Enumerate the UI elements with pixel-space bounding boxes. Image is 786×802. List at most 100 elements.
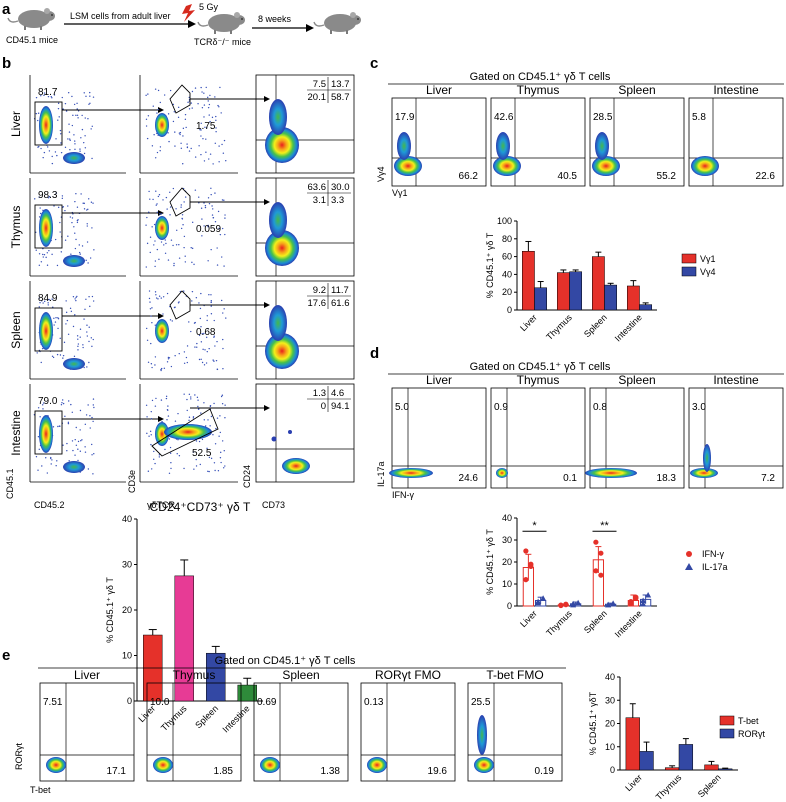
panel-d-dotplot: 0 10 20 30 40 % CD45.1⁺ γδ T Liver Thymus Spleen… (485, 513, 728, 639)
b-c1-event (74, 314, 76, 316)
b-c2-event (160, 213, 162, 215)
b-c2-event (146, 137, 149, 140)
b-c2-event (145, 327, 148, 330)
b-c2-event (161, 420, 163, 423)
flow-population-2 (595, 132, 609, 160)
panel-b-label: b (2, 55, 11, 72)
b-c2-event (151, 226, 153, 228)
b-c2-event (178, 257, 181, 259)
data-point (628, 599, 634, 605)
b-c2-event (198, 440, 201, 443)
b-c2-event (209, 120, 211, 123)
b-c2-event (207, 419, 209, 421)
b-c1-event (86, 223, 88, 225)
b-c2-event (199, 307, 202, 310)
b-c1-event (74, 298, 76, 300)
b-c1-event (62, 444, 64, 446)
b-c1-event (50, 457, 52, 460)
significance-mark: * (532, 520, 537, 532)
b-c2-event (166, 409, 169, 411)
b-c2-event (159, 146, 162, 148)
flow-q-lr: 7.2 (761, 473, 775, 484)
b-c1-event (42, 408, 44, 410)
b-c2-event (153, 244, 155, 246)
b-c2-event (178, 244, 180, 246)
legend-marker (686, 551, 692, 557)
b-c2-gate (169, 187, 191, 217)
b-c2-event (209, 94, 211, 97)
b-c1-population (39, 209, 53, 247)
flow-population-2 (496, 132, 510, 160)
b-c3-q-ul: 1.3 (313, 388, 326, 399)
b-c1-event (48, 195, 51, 198)
b-c1-event (80, 137, 82, 139)
b-c3-q-lr: 3.3 (331, 195, 344, 206)
b-c1-event (62, 108, 64, 110)
b-c1-event (75, 299, 77, 302)
b-c1-event (55, 138, 57, 140)
b-c2-event (200, 135, 202, 137)
panel-c-label: c (370, 55, 378, 72)
b-c1-event (48, 249, 50, 252)
b-c2-event (177, 439, 179, 441)
b-c1-event (57, 206, 60, 209)
b-c2-gate (169, 84, 191, 114)
b-c1-event (51, 97, 53, 99)
b-c2-population (155, 113, 169, 137)
b-c2-event (147, 115, 150, 117)
b-c2-event (195, 297, 198, 299)
b-c1-event (39, 416, 41, 418)
b-c2-event (154, 291, 157, 293)
b-c1-event (43, 151, 46, 154)
b-c2-event (165, 395, 168, 398)
b-c1-event (38, 216, 41, 218)
b-c2-event (184, 118, 187, 121)
b-c2-event (159, 213, 161, 215)
bar-category-label: Liver (518, 608, 539, 629)
b-c1-event (59, 129, 62, 132)
b-c2-event (221, 227, 224, 230)
b-row-label-thymus: Thymus (9, 206, 23, 249)
bar-ytick-label: 0 (507, 305, 512, 315)
b-c1-event (90, 128, 92, 130)
b-c3-population (282, 458, 310, 474)
b-c1-event (87, 208, 89, 211)
b-c2-event (203, 419, 206, 421)
b-c1-event (92, 96, 95, 98)
b-c2-event (207, 470, 209, 472)
b-c1-event (61, 195, 64, 197)
b-c2-event (183, 201, 185, 203)
b-c1-event (74, 247, 77, 250)
flow-title-3: Intestine (713, 373, 759, 387)
b-c1-event (66, 319, 69, 322)
b-c2-event (205, 151, 207, 153)
bar-ytick-label: 80 (502, 234, 512, 244)
flow-q-ul: 25.5 (471, 697, 491, 708)
data-point (528, 561, 534, 567)
flow-q-ul: 5.8 (692, 112, 706, 123)
b-c2-event (219, 431, 222, 434)
b-c1-event (58, 116, 60, 118)
bar-category-label: Thymus (654, 772, 684, 802)
b-c2-event (186, 409, 188, 412)
b-c1-event (60, 403, 63, 406)
bar-ytick-label: 30 (502, 535, 512, 545)
b-c2-event (204, 349, 206, 351)
b-c2-event (157, 89, 160, 92)
b-c1-event (76, 295, 78, 298)
b-c1-event (67, 205, 69, 207)
b-c2-event (212, 208, 214, 210)
b-axis-c2-x: γδTCR (147, 500, 176, 510)
b-c1-event (74, 232, 76, 234)
b-c2-event (146, 339, 149, 341)
b-c1-event (65, 300, 67, 302)
b-c2-event (194, 87, 197, 89)
bar-ylabel: % CD45.1⁺ γδ T (485, 232, 495, 298)
b-c2-event (193, 322, 196, 324)
b-c2-event (150, 443, 152, 446)
b-c1-event (82, 344, 84, 346)
b-axis-c3-y: CD24 (242, 465, 252, 488)
b-c2-event (192, 417, 195, 419)
b-c2-event (164, 252, 167, 254)
flow-q-ul: 0.13 (364, 697, 384, 708)
